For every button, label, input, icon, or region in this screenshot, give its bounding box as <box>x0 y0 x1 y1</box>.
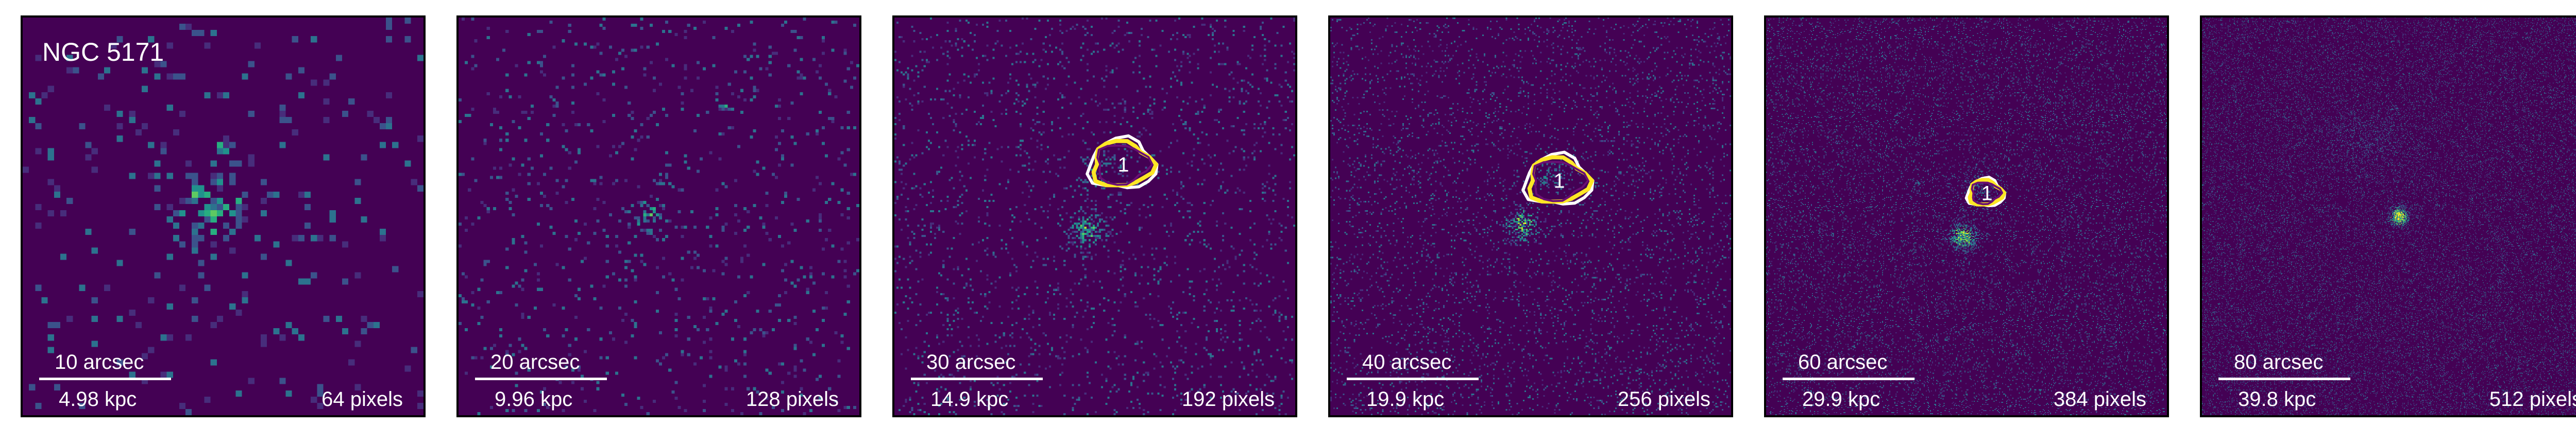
image-panel-30-arcsec: 1 30 arcsec 14.9 kpc 192 pixels <box>892 15 1297 417</box>
xray-image <box>1766 18 2167 415</box>
scale-bar <box>911 378 1043 380</box>
scale-kpc-label: 29.9 kpc <box>1802 388 1880 411</box>
region-contour <box>1521 150 1595 206</box>
scale-arcsec-label: 30 arcsec <box>926 351 1016 373</box>
image-panel-60-arcsec: 1 60 arcsec 29.9 kpc 384 pixels <box>1764 15 2169 417</box>
xray-image <box>459 18 859 415</box>
scale-arcsec-label: 80 arcsec <box>2234 351 2324 373</box>
region-contour <box>1971 181 2004 206</box>
pixels-label: 64 pixels <box>321 388 403 411</box>
region-contour <box>1527 155 1595 204</box>
scale-kpc-label: 19.9 kpc <box>1366 388 1445 411</box>
galaxy-name: NGC 5171 <box>42 38 164 66</box>
scale-kpc-label: 4.98 kpc <box>59 388 137 411</box>
scale-arcsec-label: 40 arcsec <box>1362 351 1452 373</box>
scale-arcsec-label: 20 arcsec <box>490 351 580 373</box>
scale-arcsec-label: 60 arcsec <box>1798 351 1888 373</box>
xray-image <box>2202 18 2576 415</box>
contour-overlay: 1 <box>1086 134 1159 190</box>
region-contour <box>1964 176 2007 208</box>
xray-image <box>23 18 423 415</box>
region-number-label: 1 <box>1554 170 1565 193</box>
pixels-label: 384 pixels <box>2053 388 2146 411</box>
region-contour <box>1532 161 1589 202</box>
image-panel-20-arcsec: 20 arcsec 9.96 kpc 128 pixels <box>456 15 861 417</box>
contour-overlay: 1 <box>1521 150 1595 206</box>
scale-bar <box>1783 378 1914 380</box>
region-number-label: 1 <box>1118 154 1129 176</box>
xray-image <box>1330 18 1731 415</box>
scale-bar <box>2218 378 2350 380</box>
region-contour <box>1096 144 1154 186</box>
scale-arcsec-label: 10 arcsec <box>55 351 144 373</box>
scale-kpc-label: 9.96 kpc <box>495 388 573 411</box>
scale-bar <box>475 378 607 380</box>
image-panel-10-arcsec: NGC 5171 10 arcsec 4.98 kpc 64 pixels <box>21 15 426 417</box>
image-panel-40-arcsec: 1 40 arcsec 19.9 kpc 256 pixels <box>1328 15 1733 417</box>
pixels-label: 512 pixels <box>2489 388 2576 411</box>
pixels-label: 256 pixels <box>1617 388 1710 411</box>
region-contour <box>1968 178 2007 207</box>
region-number-label: 1 <box>1981 182 1993 205</box>
region-contour <box>1091 139 1159 188</box>
xray-image <box>894 18 1295 415</box>
image-panel-80-arcsec: 80 arcsec 39.8 kpc 512 pixels <box>2200 15 2576 417</box>
contour-overlay: 1 <box>1964 176 2007 208</box>
pixels-label: 128 pixels <box>745 388 839 411</box>
region-contour <box>1086 134 1159 190</box>
scale-bar <box>39 378 171 380</box>
pixels-label: 192 pixels <box>1181 388 1275 411</box>
scale-bar <box>1347 378 1479 380</box>
scale-kpc-label: 14.9 kpc <box>930 388 1009 411</box>
scale-kpc-label: 39.8 kpc <box>2238 388 2316 411</box>
